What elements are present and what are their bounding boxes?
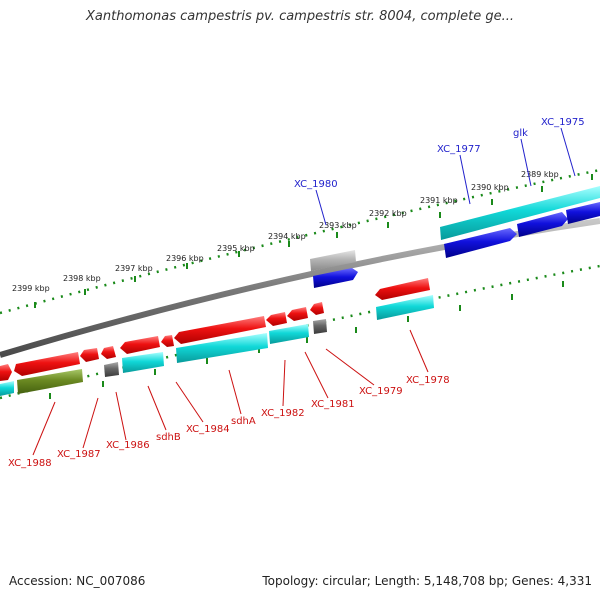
- gene-label-xc1984[interactable]: XC_1984: [186, 424, 230, 435]
- gene-sdha-cyan-bar[interactable]: [176, 333, 268, 363]
- topology-text: Topology: circular; Length: 5,148,708 bp…: [262, 574, 592, 588]
- gene-xc1977-cyan-bar[interactable]: [440, 186, 600, 240]
- gene-xc1978-red-arrow[interactable]: [375, 278, 430, 300]
- kbp-label-2391: 2391 kbp: [420, 196, 458, 205]
- gene-label-glk[interactable]: glk: [513, 128, 528, 139]
- kbp-label-2393: 2393 kbp: [319, 221, 357, 230]
- kbp-label-2399: 2399 kbp: [12, 284, 50, 293]
- gene-xc1977-blue-arrow[interactable]: [444, 228, 517, 258]
- gene-xc1982-red-arrow[interactable]: [266, 312, 287, 326]
- reverse-gene-labels: XC_1988 XC_1987 XC_1986 sdhB XC_1984 sdh…: [8, 375, 450, 469]
- gene-xc1987-olive-bar[interactable]: [17, 369, 83, 394]
- gene-label-sdhb[interactable]: sdhB: [156, 432, 181, 443]
- gene-xc1984-red-small[interactable]: [161, 335, 174, 347]
- gene-xc1979-red-small[interactable]: [310, 302, 324, 315]
- kbp-label-2397: 2397 kbp: [115, 264, 153, 273]
- gene-label-xc1977[interactable]: XC_1977: [437, 144, 481, 155]
- map-title: Xanthomonas campestris pv. campestris st…: [86, 9, 514, 24]
- gene-xc1988-red-arrow[interactable]: [0, 364, 12, 381]
- kbp-label-2392: 2392 kbp: [369, 209, 407, 218]
- gene-label-xc1986[interactable]: XC_1986: [106, 440, 150, 451]
- kbp-label-2398: 2398 kbp: [63, 274, 101, 283]
- gene-sdha-red-arrow[interactable]: [174, 316, 266, 344]
- gene-label-xc1988[interactable]: XC_1988: [8, 458, 52, 469]
- inner-major-ticks: [49, 281, 564, 399]
- gene-label-xc1980[interactable]: XC_1980: [294, 179, 338, 190]
- gene-label-xc1982[interactable]: XC_1982: [261, 408, 305, 419]
- forward-leader-lines: [315, 127, 576, 226]
- reverse-leader-lines: [32, 329, 429, 456]
- accession-text: Accession: NC_007086: [9, 574, 146, 588]
- gene-xc1975-blue-arrow[interactable]: [566, 202, 600, 224]
- gene-xc1987-red-arrow[interactable]: [14, 352, 80, 376]
- gene-xc1980-feature[interactable]: [310, 250, 356, 271]
- forward-gene-labels: XC_1980 XC_1977 glk XC_1975: [294, 117, 585, 190]
- gene-label-xc1981[interactable]: XC_1981: [311, 399, 355, 410]
- kbp-label-2396: 2396 kbp: [166, 254, 204, 263]
- gene-xc1981-red-arrow[interactable]: [287, 307, 308, 321]
- reverse-strand-genes: [0, 278, 434, 396]
- kbp-label-2395: 2395 kbp: [217, 244, 255, 253]
- outer-major-ticks: [34, 174, 593, 308]
- gene-xc1978-cyan-bar[interactable]: [376, 295, 434, 320]
- gene-xc1981-gray-block[interactable]: [313, 319, 327, 334]
- gene-label-sdha[interactable]: sdhA: [231, 416, 256, 427]
- forward-strand-genes: [310, 186, 600, 288]
- gene-xc1986-gray-block[interactable]: [104, 362, 119, 377]
- gene-xc1988-cyan-bar[interactable]: [0, 381, 14, 396]
- outer-tick-track: [0, 168, 600, 315]
- gene-xc1986-red-arrow[interactable]: [80, 348, 99, 362]
- gene-sdhb-cyan-bar[interactable]: [122, 352, 164, 373]
- gene-label-xc1975[interactable]: XC_1975: [541, 117, 585, 128]
- gene-sdhb2-red-arrow[interactable]: [120, 336, 160, 354]
- kbp-label-2394: 2394 kbp: [268, 232, 306, 241]
- kbp-label-2390: 2390 kbp: [471, 183, 509, 192]
- kbp-scale-labels: 2399 kbp 2398 kbp 2397 kbp 2396 kbp 2395…: [12, 170, 559, 293]
- gene-xc1982-cyan-bar[interactable]: [269, 324, 309, 344]
- kbp-label-2389: 2389 kbp: [521, 170, 559, 179]
- gene-label-xc1979[interactable]: XC_1979: [359, 386, 403, 397]
- gene-glk-blue-arrow[interactable]: [517, 212, 568, 237]
- gene-xc1980-blue-arrow[interactable]: [313, 268, 358, 288]
- gene-label-xc1987[interactable]: XC_1987: [57, 449, 101, 460]
- gene-label-xc1978[interactable]: XC_1978: [406, 375, 450, 386]
- gene-sdhb-red-arrow[interactable]: [101, 346, 116, 359]
